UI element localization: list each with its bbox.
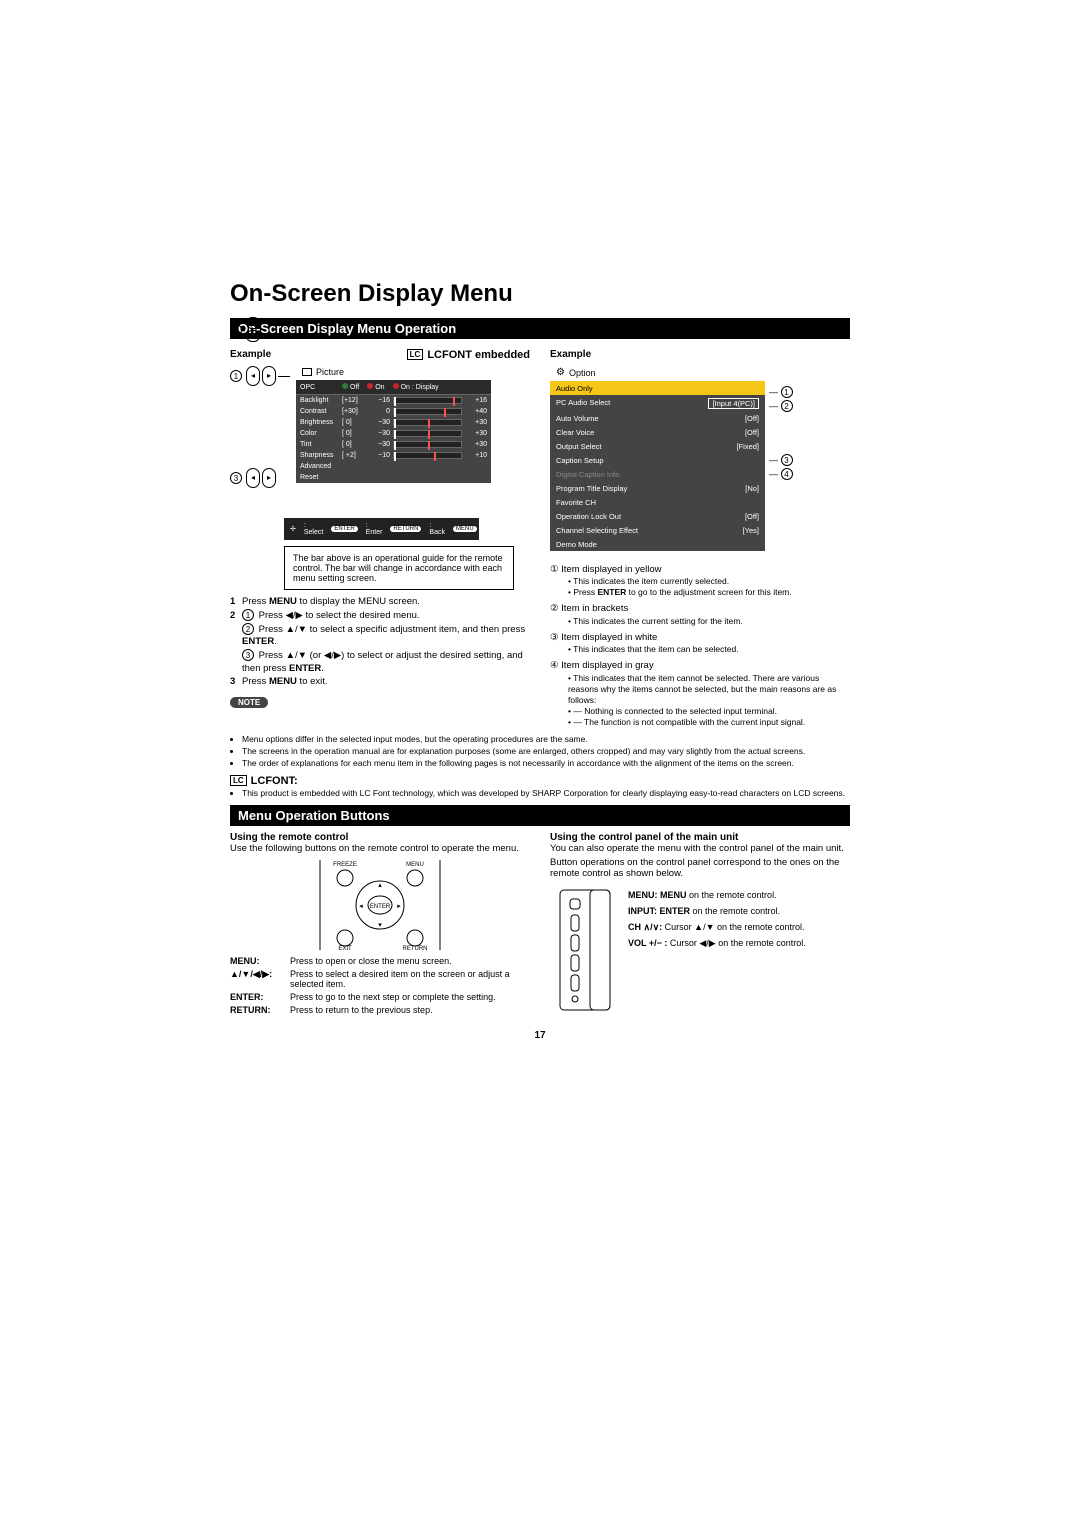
remote-button-table: MENU:Press to open or close the menu scr…	[230, 956, 530, 1015]
up-arrow-button[interactable]: ▴	[246, 317, 260, 329]
right-arrow-button[interactable]: ▸	[262, 366, 276, 386]
picture-header: Picture	[296, 364, 491, 380]
option-icon: ⚙	[556, 367, 565, 378]
picture-menu-panel: Picture OPC Off On On : Display Backligh…	[296, 364, 491, 483]
unit-title: Using the control panel of the main unit	[550, 832, 850, 843]
main-unit-diagram	[550, 885, 620, 1015]
picture-row-sharpness[interactable]: Sharpness[ +2]−10+10	[296, 450, 491, 461]
left-arrow-button-2[interactable]: ◂	[246, 468, 260, 488]
svg-text:◂: ◂	[359, 903, 363, 910]
unit-intro1: You can also operate the menu with the c…	[550, 843, 850, 854]
lc-icon: LC	[407, 349, 424, 360]
legend-list: ① Item displayed in yellow• This indicat…	[550, 564, 850, 728]
picture-row-color[interactable]: Color[ 0]−30+30	[296, 428, 491, 439]
right-arrow-button-2[interactable]: ▸	[262, 468, 276, 488]
option-row[interactable]: Operation Lock Out[Off]	[550, 509, 765, 523]
lcfont-embedded-label: LC LCFONT embedded	[407, 349, 530, 361]
option-row[interactable]: Clear Voice[Off]	[550, 425, 765, 439]
return-pill: RETURN	[390, 526, 421, 532]
option-row[interactable]: Favorite CH	[550, 495, 765, 509]
notes-list: Menu options differ in the selected inpu…	[230, 734, 850, 769]
option-row[interactable]: Audio Only	[550, 381, 765, 395]
example-label-right: Example	[550, 349, 850, 360]
svg-text:▸: ▸	[397, 903, 401, 910]
operation-steps: 1Press MENU to display the MENU screen. …	[230, 596, 530, 689]
svg-text:▴: ▴	[378, 882, 382, 889]
remote-title: Using the remote control	[230, 832, 530, 843]
opc-on[interactable]: On	[367, 383, 384, 391]
unit-button-table: MENU: MENU on the remote control.INPUT: …	[628, 885, 806, 1015]
picture-row-backlight[interactable]: Backlight[+12]−16+16	[296, 395, 491, 406]
picture-row-brightness[interactable]: Brightness[ 0]−30+30	[296, 417, 491, 428]
guide-description-box: The bar above is an operational guide fo…	[284, 546, 514, 590]
legend-item: ② Item in brackets• This indicates the c…	[550, 603, 850, 626]
option-row[interactable]: Program Title Display[No]	[550, 481, 765, 495]
menu-pill: MENU	[453, 526, 477, 532]
option-callouts: — 1 — 2 — 3 — 4	[769, 364, 795, 559]
remote-intro: Use the following buttons on the remote …	[230, 843, 530, 854]
svg-text:RETURN: RETURN	[403, 946, 428, 950]
unit-intro2: Button operations on the control panel c…	[550, 857, 850, 879]
callout-2: 2	[230, 324, 242, 336]
svg-text:▾: ▾	[378, 922, 382, 929]
remote-diagram: FREEZE MENU ENTER ▴ ▾ ◂ ▸ EXIT RETURN	[230, 860, 530, 950]
legend-item: ① Item displayed in yellow• This indicat…	[550, 564, 850, 598]
option-row: Digital Caption Info.	[550, 467, 765, 481]
option-row[interactable]: Auto Volume[Off]	[550, 411, 765, 425]
picture-row-contrast[interactable]: Contrast[+30]0+40	[296, 406, 491, 417]
svg-text:FREEZE: FREEZE	[333, 862, 357, 868]
lcfont-note: This product is embedded with LC Font te…	[230, 788, 850, 799]
side-controls-1: 1 ◂▸	[230, 366, 290, 386]
advanced-row[interactable]: Advanced	[296, 461, 491, 472]
picture-icon	[302, 368, 312, 376]
down-arrow-button[interactable]: ▾	[246, 330, 260, 342]
opc-on-display[interactable]: On : Display	[393, 383, 439, 391]
option-row[interactable]: Channel Selecting Effect[Yes]	[550, 523, 765, 537]
option-menu-panel: ⚙ Option Audio OnlyPC Audio Select[Input…	[550, 364, 765, 551]
enter-pill: ENTER	[331, 526, 357, 532]
guide-bar: ✢: Select ENTER: Enter RETURN: Back MENU…	[284, 518, 479, 540]
option-row[interactable]: Caption Setup	[550, 453, 765, 467]
svg-text:EXIT: EXIT	[338, 946, 352, 950]
svg-text:ENTER: ENTER	[370, 904, 391, 910]
option-header: ⚙ Option	[550, 364, 765, 381]
reset-row[interactable]: Reset	[296, 472, 491, 483]
legend-item: ④ Item displayed in gray• This indicates…	[550, 660, 850, 728]
example-label-left: Example	[230, 349, 271, 360]
left-arrow-button[interactable]: ◂	[246, 366, 260, 386]
picture-row-tint[interactable]: Tint[ 0]−30+30	[296, 439, 491, 450]
option-row[interactable]: PC Audio Select[Input 4(PC)]	[550, 395, 765, 411]
option-row[interactable]: Demo Mode	[550, 537, 765, 551]
opc-row[interactable]: OPC Off On On : Display	[296, 380, 491, 395]
callout-3: 3	[230, 472, 242, 484]
opc-off[interactable]: Off	[342, 383, 359, 391]
option-row[interactable]: Output Select[Fixed]	[550, 439, 765, 453]
legend-item: ③ Item displayed in white• This indicate…	[550, 632, 850, 655]
section-buttons: Menu Operation Buttons	[230, 805, 850, 826]
lcfont-section-header: LC LCFONT:	[230, 775, 850, 787]
page-number: 17	[230, 1030, 850, 1041]
page-title: On-Screen Display Menu	[230, 280, 850, 308]
svg-text:MENU: MENU	[406, 862, 424, 868]
note-badge: NOTE	[230, 697, 268, 708]
callout-1: 1	[230, 370, 242, 382]
